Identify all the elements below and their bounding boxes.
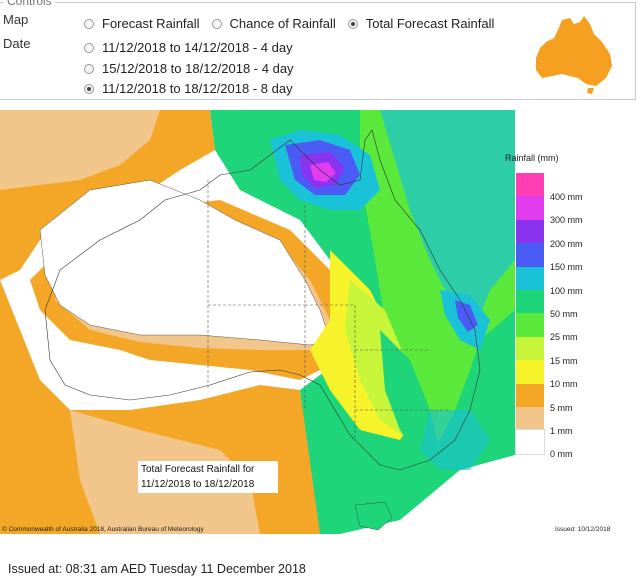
issued-date-short: Issued: 10/12/2018 <box>555 526 611 533</box>
issued-at-text: Issued at: 08:31 am AED Tuesday 11 Decem… <box>8 562 306 576</box>
rainfall-legend-bar <box>515 173 545 455</box>
australia-map-icon[interactable] <box>532 14 618 94</box>
radio-forecast-rainfall[interactable] <box>84 18 94 29</box>
radio-chance-of-rainfall[interactable] <box>211 18 222 29</box>
legend-swatch <box>516 313 544 337</box>
map-option-label: Chance of Rainfall <box>229 16 336 31</box>
map-option-chance-of-rainfall[interactable]: Chance of Rainfall <box>211 16 336 31</box>
legend-label: 150 mm <box>550 262 583 273</box>
legend-label: 1 mm <box>550 426 573 436</box>
legend-swatch <box>516 289 544 314</box>
date-label: Date <box>3 36 31 51</box>
legend-swatch <box>516 196 544 220</box>
date-option-label: 11/12/2018 to 18/12/2018 - 8 day <box>102 81 293 96</box>
legend-label: 0 mm <box>550 449 573 460</box>
legend-label: 400 mm <box>550 192 583 202</box>
legend-label: 300 mm <box>550 215 583 226</box>
legend-label: 5 mm <box>550 402 573 413</box>
legend-swatch <box>516 360 544 384</box>
controls-panel: Controls <box>0 0 636 100</box>
date-option-2[interactable]: 15/12/2018 to 18/12/2018 - 4 day <box>84 61 294 76</box>
legend-label: 100 mm <box>550 285 583 296</box>
legend-swatch <box>515 429 545 455</box>
date-option-1[interactable]: 11/12/2018 to 14/12/2018 - 4 day <box>84 40 293 55</box>
legend-swatch <box>516 173 544 197</box>
date-option-label: 15/12/2018 to 18/12/2018 - 4 day <box>102 61 294 76</box>
radio-date-1[interactable] <box>84 42 94 53</box>
legend-swatch <box>516 243 544 267</box>
copyright-text: © Commonwealth of Australia 2018, Austra… <box>2 526 204 533</box>
legend-label: 200 mm <box>550 238 583 249</box>
map-type-options: Forecast Rainfall Chance of Rainfall Tot… <box>84 16 506 31</box>
radio-total-forecast-rainfall[interactable] <box>347 18 358 29</box>
map-caption: Total Forecast Rainfall for 11/12/2018 t… <box>138 461 278 493</box>
map-label: Map <box>3 12 29 27</box>
legend-label: 50 mm <box>550 309 578 319</box>
caption-line-1: Total Forecast Rainfall for <box>141 464 255 475</box>
legend-swatch <box>516 336 544 361</box>
legend-swatch <box>516 406 544 431</box>
rainfall-map-image <box>0 110 640 534</box>
legend-swatch <box>516 266 544 290</box>
legend-swatch <box>516 219 544 244</box>
radio-date-2[interactable] <box>84 63 94 74</box>
controls-legend: Controls <box>4 0 55 8</box>
map-option-label: Forecast Rainfall <box>102 16 200 31</box>
date-option-3[interactable]: 11/12/2018 to 18/12/2018 - 8 day <box>84 81 293 96</box>
map-option-total-forecast-rainfall[interactable]: Total Forecast Rainfall <box>347 16 495 31</box>
radio-date-3[interactable] <box>84 83 94 94</box>
rainfall-map <box>0 110 640 534</box>
legend-label: 10 mm <box>550 379 578 390</box>
caption-line-2: 11/12/2018 to 18/12/2018 <box>141 479 255 490</box>
map-option-forecast-rainfall[interactable]: Forecast Rainfall <box>84 16 200 31</box>
legend-title: Rainfall (mm) <box>505 153 559 163</box>
legend-swatch <box>516 383 544 407</box>
date-option-label: 11/12/2018 to 14/12/2018 - 4 day <box>102 40 293 55</box>
legend-label: 15 mm <box>550 355 578 366</box>
legend-label: 25 mm <box>550 332 578 343</box>
map-option-label: Total Forecast Rainfall <box>365 16 495 31</box>
